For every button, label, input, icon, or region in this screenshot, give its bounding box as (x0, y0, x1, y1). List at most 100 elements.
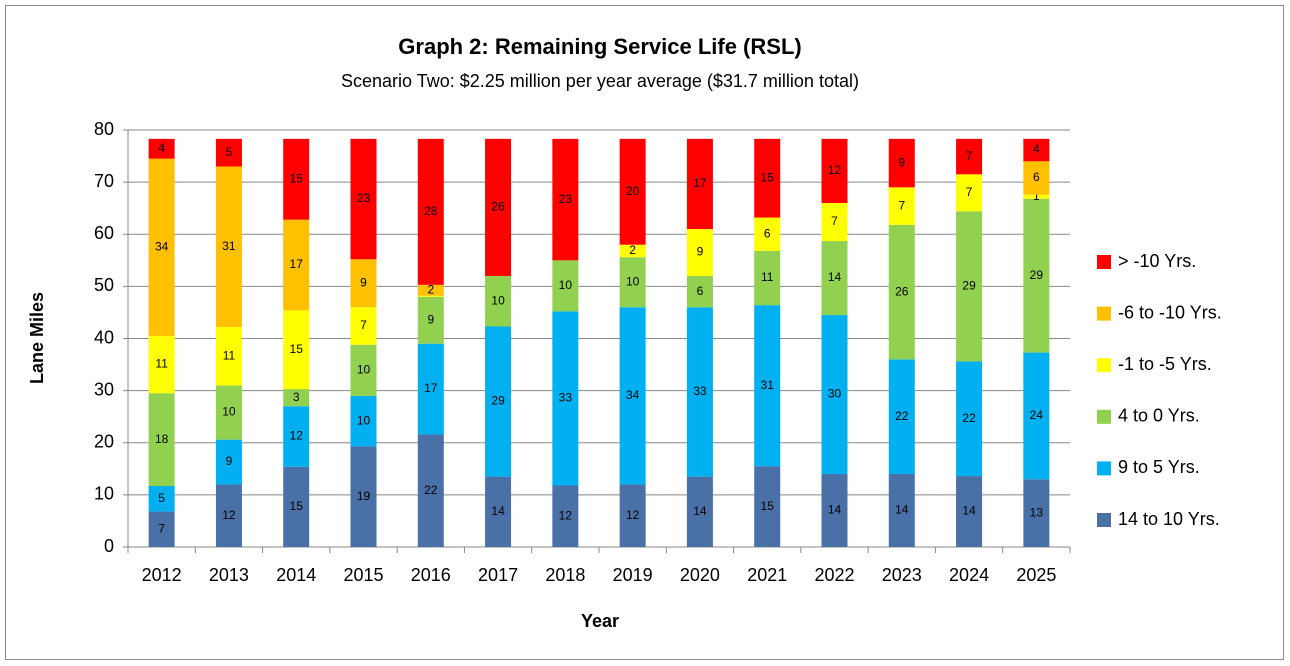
bar-segment (619, 484, 646, 547)
x-tick-label: 2017 (478, 565, 518, 585)
x-tick-label: 2023 (882, 565, 922, 585)
bar-segment (686, 275, 713, 308)
bar-segment (283, 466, 310, 547)
data-label: 18 (155, 432, 169, 446)
bar-segment (888, 187, 915, 225)
data-label: 11 (155, 357, 168, 371)
bar-segment (1023, 352, 1050, 480)
data-label: 14 (491, 504, 505, 518)
bar-segment (821, 315, 848, 475)
data-label: 10 (626, 274, 640, 288)
data-label: 20 (626, 184, 640, 198)
x-tick-label: 2013 (209, 565, 249, 585)
data-label: 7 (360, 318, 367, 332)
bar-segment (350, 344, 377, 396)
data-label: 17 (424, 381, 438, 395)
legend-label: -1 to -5 Yrs. (1118, 354, 1212, 374)
data-label: 3 (293, 390, 300, 404)
bar-segment (485, 326, 512, 477)
data-label: 31 (222, 239, 236, 253)
bar-segment (686, 476, 713, 547)
bar-segment (888, 138, 915, 188)
bar-segment (148, 393, 175, 487)
chart-title: Graph 2: Remaining Service Life (RSL) (398, 34, 801, 59)
bar-segment (215, 166, 242, 328)
bar-segment (215, 138, 242, 167)
data-label: 19 (357, 489, 371, 503)
bar-segment (821, 241, 848, 316)
x-tick-label: 2022 (814, 565, 854, 585)
bar-segment (619, 244, 646, 258)
data-label: 11 (761, 270, 774, 284)
x-tick-label: 2015 (343, 565, 383, 585)
bar-segment (350, 259, 377, 308)
chart-subtitle: Scenario Two: $2.25 million per year ave… (341, 71, 859, 91)
data-label: 14 (895, 503, 909, 517)
bar-segment (552, 311, 579, 486)
data-label: 14 (693, 504, 707, 518)
data-label: 14 (962, 504, 976, 518)
bar-segment (485, 476, 512, 547)
legend-swatch (1097, 461, 1111, 476)
data-label: 10 (491, 293, 505, 307)
data-label: 15 (761, 499, 775, 513)
bar-segment (686, 229, 713, 276)
data-label: 9 (898, 155, 905, 169)
legend-label: -6 to -10 Yrs. (1118, 302, 1222, 322)
legend-swatch (1097, 409, 1111, 424)
data-label: 10 (357, 413, 371, 427)
data-label: 9 (226, 454, 233, 468)
data-label: 7 (898, 198, 905, 212)
data-label: 26 (491, 200, 505, 214)
data-label: 15 (761, 170, 775, 184)
data-label: 28 (424, 204, 438, 218)
legend-swatch (1097, 513, 1111, 527)
data-label: 26 (895, 284, 909, 298)
data-label: 23 (357, 191, 371, 205)
data-label: 33 (559, 391, 573, 405)
legend-label: 9 to 5 Yrs. (1118, 457, 1200, 477)
bar-segment (215, 439, 242, 485)
bar-segment (821, 202, 848, 242)
data-label: 10 (222, 405, 236, 419)
data-label: 12 (828, 163, 842, 177)
data-label: 10 (357, 362, 371, 376)
bar-segment (215, 385, 242, 440)
bar-segment (1023, 479, 1050, 547)
data-label: 5 (158, 491, 165, 505)
bar-segment (619, 307, 646, 485)
bar-segment (485, 275, 512, 327)
bar-segment (956, 138, 983, 175)
x-tick-label: 2020 (680, 565, 720, 585)
bar-segment (148, 511, 175, 547)
bar-segment (552, 138, 579, 261)
bar-segment (350, 138, 377, 260)
bar-segment (148, 138, 175, 159)
bar-segment (754, 466, 781, 547)
x-tick-label: 2012 (142, 565, 182, 585)
bar-segment (956, 211, 983, 362)
data-label: 34 (626, 388, 640, 402)
bar-segment (1023, 194, 1050, 199)
data-label: 12 (222, 508, 236, 522)
bar-segment (888, 474, 915, 547)
data-label: 15 (290, 171, 304, 185)
data-label: 6 (764, 226, 771, 240)
bar-segment (1023, 161, 1050, 195)
data-label: 14 (828, 503, 842, 517)
bar-segment (283, 219, 310, 311)
data-label: 29 (962, 279, 976, 293)
data-label: 22 (424, 483, 438, 497)
legend-swatch (1097, 306, 1111, 321)
bar-segment (888, 224, 915, 360)
data-label: 13 (1030, 505, 1044, 519)
bar-segment (485, 138, 512, 276)
data-label: 7 (831, 214, 838, 228)
bar-segment (283, 310, 310, 390)
bar-segment (956, 174, 983, 212)
x-tick-label: 2019 (613, 565, 653, 585)
bar-segment (754, 250, 781, 306)
data-label: 17 (290, 257, 304, 271)
bar-segment (283, 389, 310, 407)
